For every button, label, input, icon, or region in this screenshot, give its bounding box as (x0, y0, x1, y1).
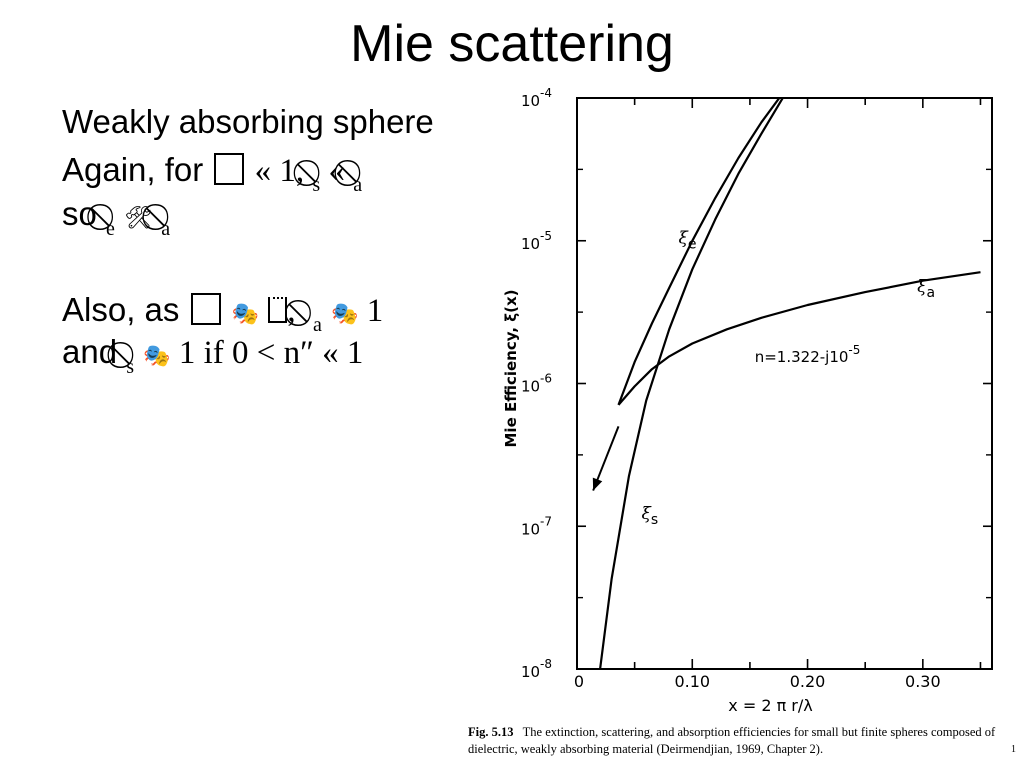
text-line-also: Also, as 🎭 , ⃠ a 🎭 1 (62, 290, 384, 336)
series-line-e (617, 98, 781, 406)
empty-box-icon (214, 153, 245, 185)
performing-arts-masks-icon: 🎭 (331, 302, 359, 327)
line5-sub-s: s (126, 356, 135, 378)
refractive-index-annotation: n=1.322-j10-5 (755, 343, 861, 366)
y-tick-label: 10-6 (521, 372, 552, 396)
line1-text: Weakly absorbing sphere (62, 103, 434, 140)
hammer-wrench-icon: 🛠 (124, 206, 153, 231)
plot-layer: 0 0.10 0.20 0.30 10-4 10-5 10-6 10-7 10-8 Mie Eff… (502, 86, 993, 715)
line3-sub-a: a (161, 218, 171, 240)
x-tick-label: 0.20 (790, 672, 826, 691)
series-line-s (599, 98, 785, 669)
x-tick-label: 0 (574, 672, 584, 691)
line4-prefix: Also, as (62, 291, 189, 328)
line4-comma: , (287, 293, 304, 329)
text-line-and: and ⃠s 🎭 1 if 0 < n″ « 1 (62, 332, 364, 378)
line3-prefix: so (62, 195, 107, 232)
line5-rest: 1 if 0 < n″ « 1 (170, 335, 364, 371)
plot-frame (576, 97, 993, 670)
y-tick-exponent: -6 (540, 372, 552, 386)
y-tick-exponent: -4 (540, 86, 552, 100)
y-tick-label: 10-8 (521, 657, 552, 681)
slide-title: Mie scattering (350, 15, 674, 73)
line2-sub-s: s (312, 174, 321, 196)
y-axis-label: Mie Efficiency, ξ(x) (502, 290, 520, 448)
line2-prefix: Again, for (62, 151, 213, 188)
series-line-a (617, 271, 981, 406)
line3-sub-e: e (106, 218, 115, 240)
line2-ll2: « (320, 153, 354, 189)
y-tick-label: 10-4 (521, 86, 552, 110)
x-tick-label: 0.30 (905, 672, 941, 691)
performing-arts-masks-icon: 🎭 (143, 344, 171, 369)
y-tick-exponent: -5 (540, 229, 552, 243)
caption-text: The extinction, scattering, and absorpti… (468, 725, 996, 756)
y-tick-label: 10-5 (521, 229, 552, 253)
line4-sub-a: a (312, 314, 322, 336)
y-tick-exponent: -7 (540, 514, 552, 528)
empty-box-icon (190, 293, 221, 325)
y-tick-label: 10-7 (521, 514, 552, 538)
performing-arts-masks-icon: 🎭 (231, 302, 260, 327)
line2-sub-a: a (353, 174, 363, 196)
extrapolation-arrow-head (592, 477, 603, 491)
x-tick-label: 0.10 (674, 672, 710, 691)
x-axis-label: x = 2 π r/λ (728, 696, 812, 715)
series-label-subscript: a (926, 285, 935, 301)
series-label-subscript: e (688, 237, 697, 253)
text-line-so: so ⃠e 🛠 ⃠a (62, 194, 171, 240)
page-mark: 1 (1011, 744, 1016, 755)
y-tick-exponent: -8 (540, 657, 552, 671)
figure-caption: Fig. 5.13 The extinction, scattering, an… (468, 724, 1016, 758)
series-label-subscript: s (651, 512, 658, 528)
caption-fig-label: Fig. 5.13 (468, 725, 514, 739)
mie-efficiency-chart: 0 0.10 0.20 0.30 10-4 10-5 10-6 10-7 10-8 Mie Eff… (502, 86, 993, 715)
text-line-weakly-absorbing: Weakly absorbing sphere (62, 102, 434, 142)
annotation-exponent: -5 (848, 343, 860, 357)
line2-ll1: « 1, (246, 153, 313, 189)
line5-prefix: and (62, 333, 127, 370)
series-label-s: ξs (642, 504, 659, 528)
series-label-a: ξa (917, 277, 935, 301)
small-box-icon (268, 297, 288, 323)
line4-one: 1 (358, 293, 384, 329)
series-label-e: ξe (678, 229, 696, 253)
text-line-again: Again, for « 1, ⃠s « ⃠a (62, 150, 363, 196)
